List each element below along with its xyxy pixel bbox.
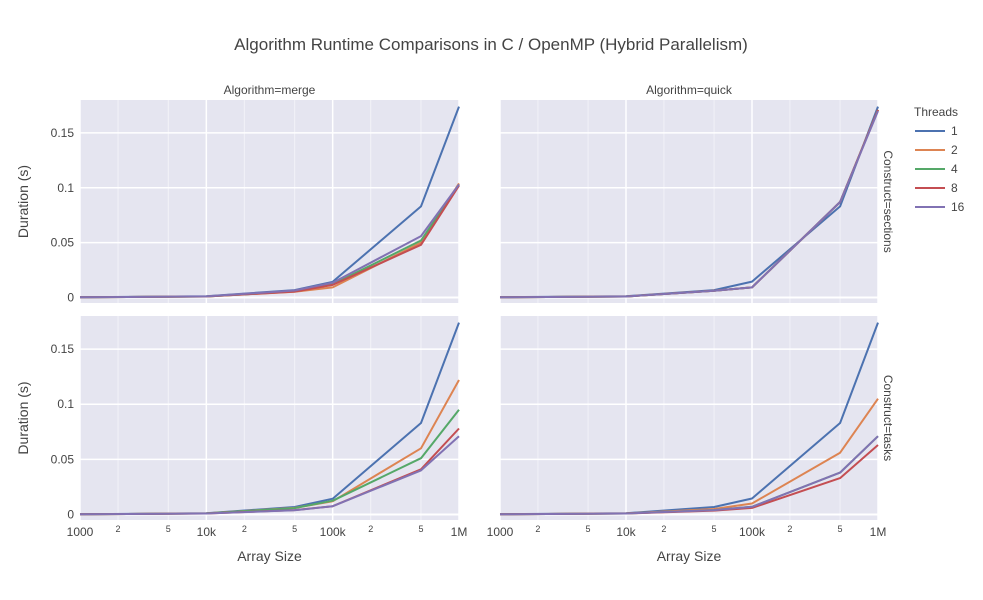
chart-title: Algorithm Runtime Comparisons in C / Ope… — [234, 35, 748, 54]
series-line-threads-16 — [79, 183, 460, 299]
plot-background — [80, 316, 459, 520]
plot-background — [80, 100, 459, 303]
y-tick-label: 0 — [67, 507, 74, 521]
subplot-panel: 1000 10k 100k 1M 2 5 2 5 2 5 Construct=tasks — [487, 316, 895, 539]
x-minor-tick-label: 2 — [661, 524, 666, 534]
x-minor-tick-label: 5 — [418, 524, 423, 534]
subplot-panel: 0 0.05 0.1 0.15 Algorithm=merge — [51, 83, 460, 305]
legend-label: 4 — [951, 162, 958, 176]
legend-label: 8 — [951, 181, 958, 195]
x-tick-label: 1M — [451, 525, 468, 539]
column-facet-label: Algorithm=quick — [646, 83, 733, 97]
y-tick-label: 0.15 — [51, 126, 75, 140]
legend-item[interactable]: 8 — [915, 181, 958, 195]
row-facet-label: Construct=sections — [881, 150, 895, 252]
legend-label: 16 — [951, 200, 965, 214]
series-line-threads-16 — [499, 110, 879, 299]
x-minor-tick-label: 5 — [586, 524, 591, 534]
x-axis-title-right: Array Size — [657, 548, 722, 564]
legend-item[interactable]: 1 — [915, 124, 958, 138]
y-tick-label: 0.1 — [57, 181, 74, 195]
legend-item[interactable]: 2 — [915, 143, 958, 157]
x-tick-label: 10k — [616, 525, 636, 539]
legend-label: 2 — [951, 143, 958, 157]
x-tick-label: 1000 — [487, 525, 514, 539]
y-axis-title-top: Duration (s) — [15, 165, 31, 238]
plot-background — [500, 316, 878, 520]
x-minor-tick-label: 2 — [535, 524, 540, 534]
x-minor-tick-label: 2 — [242, 524, 247, 534]
row-facet-label: Construct=tasks — [881, 375, 895, 461]
x-minor-tick-label: 2 — [787, 524, 792, 534]
plot-background — [500, 100, 878, 303]
x-minor-tick-label: 2 — [368, 524, 373, 534]
x-tick-label: 1M — [870, 525, 887, 539]
x-minor-tick-label: 5 — [166, 524, 171, 534]
x-tick-label: 10k — [197, 525, 217, 539]
legend-title: Threads — [914, 105, 958, 119]
x-tick-label: 100k — [320, 525, 347, 539]
subplot-panel: Algorithm=quick Construct=sections — [499, 83, 895, 303]
x-tick-label: 1000 — [67, 525, 94, 539]
x-tick-label: 100k — [739, 525, 766, 539]
series-line-threads-16 — [499, 435, 879, 516]
y-tick-label: 0.15 — [51, 342, 75, 356]
legend-label: 1 — [951, 124, 958, 138]
x-minor-tick-label: 5 — [292, 524, 297, 534]
y-axis-title-bottom: Duration (s) — [15, 381, 31, 454]
x-minor-tick-label: 5 — [838, 524, 843, 534]
column-facet-label: Algorithm=merge — [224, 83, 316, 97]
x-minor-tick-label: 5 — [712, 524, 717, 534]
x-minor-tick-label: 2 — [116, 524, 121, 534]
legend-item[interactable]: 4 — [915, 162, 958, 176]
legend-item[interactable]: 16 — [915, 200, 965, 214]
subplot-panel: 0 0.05 0.1 0.15 1000 10k 100k 1M 2 5 2 5 2 5 — [51, 316, 468, 539]
legend: Threads 1 2 4 8 16 — [914, 105, 965, 214]
y-tick-label: 0.05 — [51, 236, 75, 250]
y-tick-label: 0 — [67, 291, 74, 305]
series-line-threads-16 — [79, 435, 460, 516]
y-tick-label: 0.1 — [57, 397, 74, 411]
x-axis-title-left: Array Size — [237, 548, 302, 564]
y-tick-label: 0.05 — [51, 452, 75, 466]
